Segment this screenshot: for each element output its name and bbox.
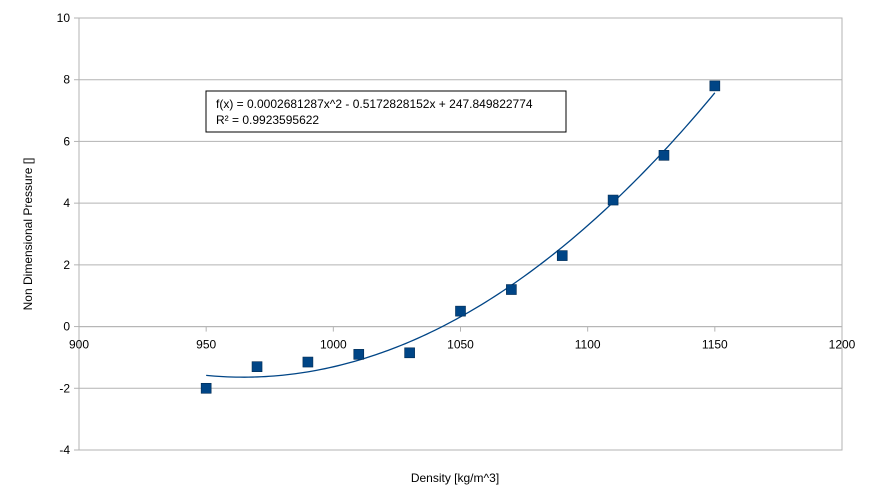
x-tick-label: 1100 — [575, 338, 601, 352]
gridlines — [79, 17, 842, 451]
x-tick-label: 1000 — [320, 338, 347, 352]
y-tick-label: -4 — [59, 443, 70, 457]
y-tick-label: 10 — [57, 11, 71, 25]
y-tick-label: 2 — [63, 258, 70, 272]
data-points — [200, 80, 721, 394]
data-point — [455, 305, 466, 317]
y-tick-label: 6 — [63, 134, 70, 148]
data-point — [709, 80, 721, 92]
data-point — [506, 284, 517, 295]
r-squared-label: R² = 0.9923595622 — [216, 113, 319, 127]
x-tick-label: 1200 — [829, 338, 856, 352]
trendline-equation: f(x) = 0.0002681287x^2 - 0.5172828152x +… — [216, 97, 533, 111]
equation-box: f(x) = 0.0002681287x^2 - 0.5172828152x +… — [205, 90, 567, 133]
x-tick-label: 900 — [69, 338, 89, 352]
data-point — [607, 194, 619, 206]
data-point — [251, 361, 263, 372]
data-point — [353, 349, 365, 360]
data-point — [302, 356, 314, 368]
x-axis-title: Density [kg/m^3] — [411, 471, 499, 485]
x-tick-label: 1150 — [702, 338, 728, 352]
data-point — [200, 382, 212, 394]
y-tick-label: 8 — [63, 73, 70, 87]
y-axis-ticks: -4 -2 0 2 4 6 8 10 — [57, 11, 79, 457]
data-point — [404, 347, 415, 359]
x-tick-label: 1050 — [447, 338, 474, 352]
plot-area — [78, 17, 843, 451]
data-point — [556, 250, 568, 261]
y-tick-label: 4 — [63, 196, 70, 210]
data-point — [658, 150, 670, 161]
y-tick-label: -2 — [59, 381, 70, 395]
y-axis-title: Non Dimensional Pressure [] — [21, 158, 35, 311]
x-axis-ticks: 900 950 1000 1050 1100 1150 1200 — [69, 326, 856, 352]
y-tick-label: 0 — [63, 320, 70, 334]
trendline — [206, 92, 716, 378]
x-tick-label: 950 — [196, 338, 216, 352]
